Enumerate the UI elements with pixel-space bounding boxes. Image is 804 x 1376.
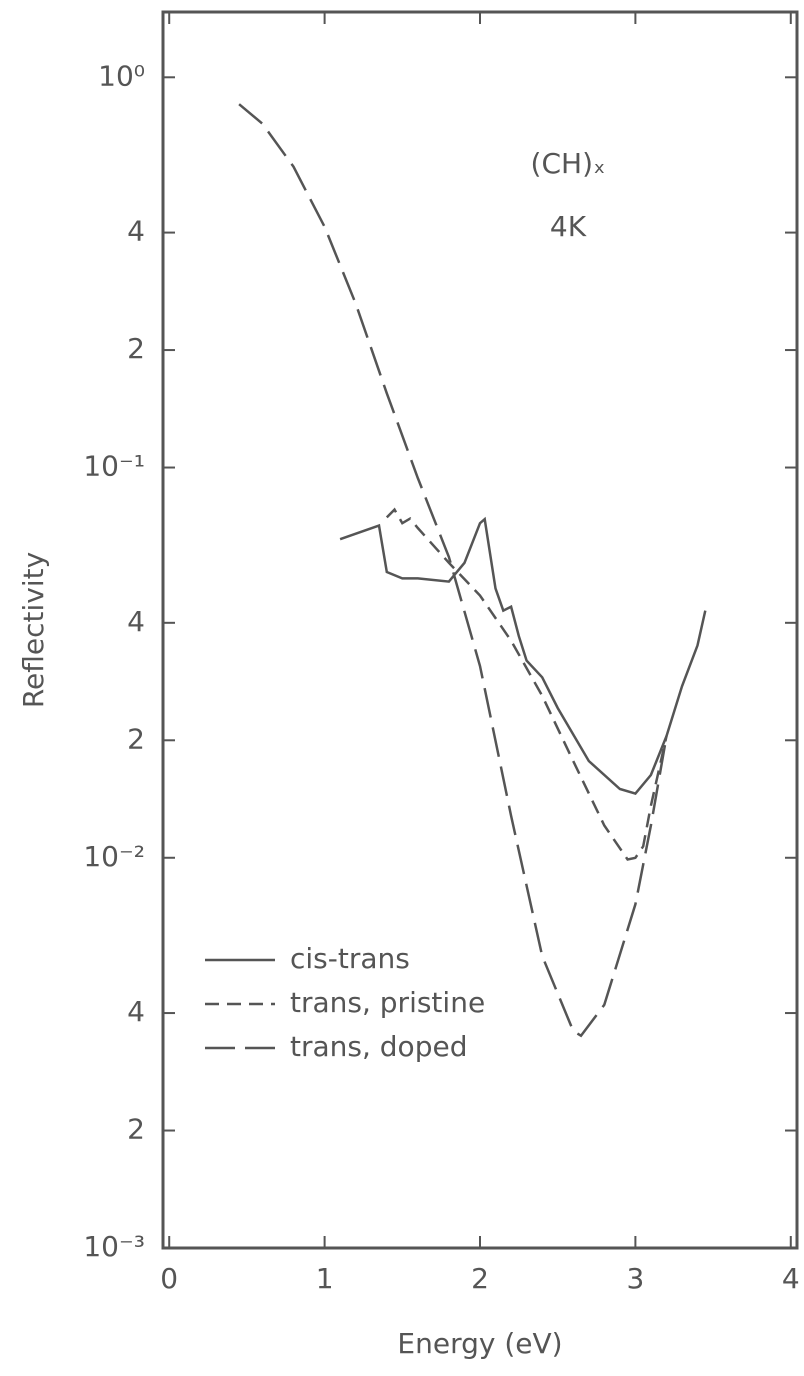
y-tick-label: 10⁻¹	[83, 450, 145, 483]
series-line	[238, 103, 668, 1038]
annotation: 4K	[550, 210, 587, 243]
x-tick-label: 0	[160, 1262, 178, 1295]
y-axis-label: Reflectivity	[17, 552, 50, 708]
y-tick-label: 4	[127, 995, 145, 1028]
y-tick-label: 10⁻³	[83, 1230, 145, 1263]
y-tick-label: 4	[127, 215, 145, 248]
legend-label: trans, doped	[290, 1030, 467, 1063]
series-line	[339, 516, 707, 796]
x-tick-label: 1	[316, 1262, 334, 1295]
legend-label: cis-trans	[290, 942, 410, 975]
x-tick-label: 4	[782, 1262, 800, 1295]
y-tick-label: 4	[127, 605, 145, 638]
y-tick-label: 2	[127, 722, 145, 755]
legend-label: trans, pristine	[290, 986, 485, 1019]
annotation: (CH)ₓ	[531, 147, 606, 180]
x-tick-label: 3	[626, 1262, 644, 1295]
x-axis-label: Energy (eV)	[397, 1327, 562, 1360]
x-tick-label: 2	[471, 1262, 489, 1295]
y-tick-label: 2	[127, 1113, 145, 1146]
y-tick-label: 2	[127, 332, 145, 365]
y-tick-label: 10⁻²	[83, 840, 145, 873]
y-tick-label: 10⁰	[98, 59, 145, 92]
series-line	[385, 507, 668, 861]
